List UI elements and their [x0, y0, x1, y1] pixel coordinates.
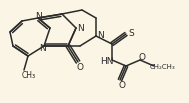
Text: N: N — [35, 12, 41, 20]
Text: O: O — [119, 81, 125, 91]
Text: O: O — [139, 53, 146, 61]
Text: N: N — [98, 32, 104, 40]
Text: CH₃: CH₃ — [22, 70, 36, 80]
Text: CH₂CH₃: CH₂CH₃ — [149, 64, 175, 70]
Text: HN: HN — [100, 57, 114, 67]
Text: S: S — [128, 29, 134, 37]
Text: N: N — [77, 23, 83, 33]
Text: N: N — [39, 43, 45, 53]
Text: O: O — [77, 64, 84, 73]
